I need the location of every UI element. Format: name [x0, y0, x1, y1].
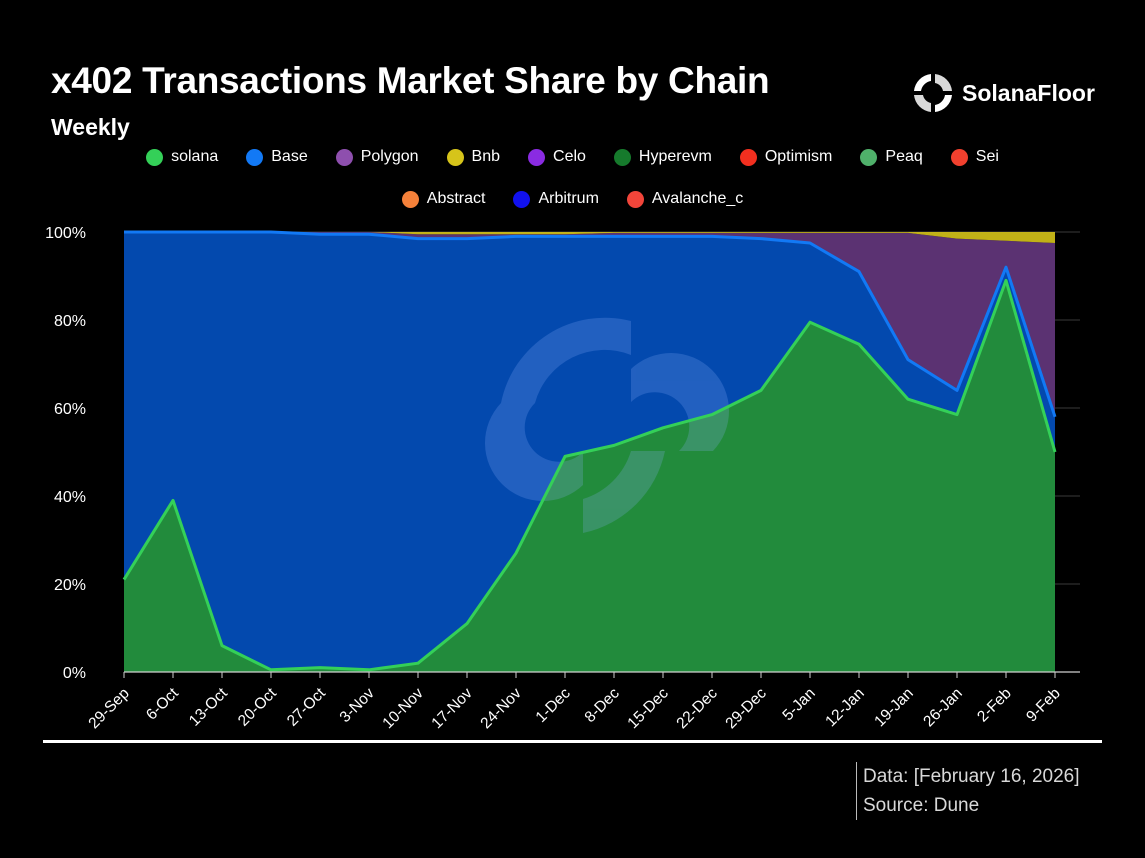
legend-swatch — [613, 148, 631, 166]
legend-label: Hyperevm — [638, 148, 712, 165]
legend-item-avalanche_c[interactable]: Avalanche_c — [626, 190, 744, 208]
legend-swatch — [950, 148, 968, 166]
y-tick-label: 80% — [54, 313, 86, 330]
legend-label: Celo — [553, 148, 586, 165]
legend-item-base[interactable]: Base — [246, 148, 308, 166]
area-polygon — [124, 232, 1055, 417]
area-solana — [124, 280, 1055, 672]
y-tick-label: 100% — [45, 225, 86, 242]
legend-item-abstract[interactable]: Abstract — [401, 190, 486, 208]
legend-item-optimism[interactable]: Optimism — [739, 148, 833, 166]
legend-item-celo[interactable]: Celo — [528, 148, 586, 166]
legend-swatch — [860, 148, 878, 166]
legend-row-2: Abstract Arbitrum Avalanche_c — [0, 190, 1145, 208]
solanafloor-logo-icon — [914, 74, 952, 112]
legend-label: Arbitrum — [538, 190, 599, 207]
legend-label: Optimism — [764, 148, 833, 165]
source-note: Source: Dune — [863, 795, 980, 816]
legend-item-arbitrum[interactable]: Arbitrum — [513, 190, 599, 208]
legend-swatch — [401, 190, 419, 208]
legend-swatch — [335, 148, 353, 166]
legend-item-peaq[interactable]: Peaq — [860, 148, 923, 166]
x-tick-label: 24-Nov — [477, 685, 525, 733]
x-tick-label: 29-Dec — [722, 685, 770, 733]
legend-label: solana — [171, 148, 219, 165]
legend-item-hyperevm[interactable]: Hyperevm — [613, 148, 712, 166]
line-base — [124, 230, 1057, 418]
x-tick-label: 19-Jan — [871, 685, 917, 731]
watermark-logo-icon — [484, 317, 729, 533]
x-tick-label: 27-Oct — [284, 684, 329, 729]
x-tick-label: 6-Oct — [143, 684, 182, 723]
x-tick-label: 1-Dec — [533, 685, 574, 726]
legend-swatch — [513, 190, 531, 208]
legend-item-solana[interactable]: solana — [146, 148, 218, 166]
y-tick-label: 20% — [54, 577, 86, 594]
legend-swatch — [446, 148, 464, 166]
bottom-divider — [43, 740, 1102, 743]
x-tick-label: 12-Jan — [822, 685, 868, 731]
legend-item-sei[interactable]: Sei — [950, 148, 999, 166]
x-tick-label: 8-Dec — [582, 685, 623, 726]
brand-logo: SolanaFloor — [910, 70, 1095, 116]
x-tick-label: 17-Nov — [428, 685, 476, 733]
watermark-part — [583, 451, 665, 533]
legend-swatch — [739, 148, 757, 166]
legend-label: Bnb — [471, 148, 501, 165]
chart-title: x402 Transactions Market Share by Chain — [51, 60, 770, 101]
x-tick-label: 15-Dec — [624, 685, 672, 733]
series-lines — [122, 230, 1057, 672]
source-notes: Data: [February 16, 2026] Source: Dune — [856, 762, 1080, 820]
x-tick-label: 10-Nov — [379, 685, 427, 733]
legend-label: Avalanche_c — [651, 190, 744, 207]
watermark-part — [501, 317, 631, 403]
legend-swatch — [146, 148, 164, 166]
x-tick-label: 2-Feb — [974, 685, 1015, 726]
x-tick-label: 9-Feb — [1023, 685, 1064, 726]
x-tick-label: 20-Oct — [235, 684, 280, 729]
data-date-note: Data: [February 16, 2026] — [863, 766, 1080, 787]
legend-row-1: solana Base Polygon Bnb Celo Hyperevm Optimism… — [0, 148, 1145, 166]
x-tick-label: 29-Sep — [85, 685, 132, 732]
legend-label: Abstract — [426, 190, 486, 207]
y-tick-label: 60% — [54, 401, 86, 418]
legend-swatch — [528, 148, 546, 166]
y-tick-label: 40% — [54, 489, 86, 506]
legend-item-bnb[interactable]: Bnb — [446, 148, 501, 166]
area-bnb — [124, 232, 1055, 243]
watermark-part — [631, 352, 729, 451]
legend-label: Polygon — [360, 148, 419, 165]
legend-label: Sei — [975, 148, 999, 165]
watermark-part — [484, 403, 583, 502]
brand-name: SolanaFloor — [962, 79, 1095, 106]
x-tick-label: 3-Nov — [337, 685, 378, 726]
line-solana — [122, 278, 1057, 672]
legend-label: Base — [271, 148, 308, 165]
legend-swatch — [626, 190, 644, 208]
y-tick-label: 0% — [63, 665, 86, 682]
x-tick-label: 13-Oct — [186, 684, 231, 729]
x-tick-label: 22-Dec — [673, 685, 721, 733]
chart-subtitle: Weekly — [51, 114, 130, 140]
legend-swatch — [246, 148, 264, 166]
legend-label: Peaq — [885, 148, 923, 165]
x-tick-label: 5-Jan — [779, 685, 818, 724]
legend-item-polygon[interactable]: Polygon — [335, 148, 419, 166]
x-tick-label: 26-Jan — [920, 685, 966, 731]
